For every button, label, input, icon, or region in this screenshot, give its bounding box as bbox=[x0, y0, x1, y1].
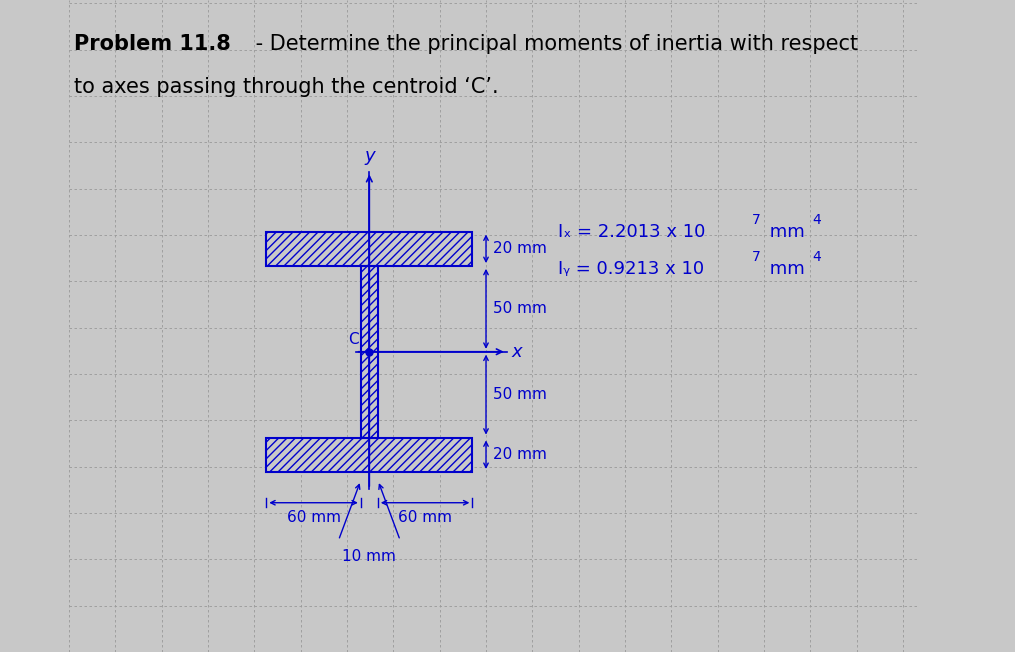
Text: y: y bbox=[364, 147, 375, 165]
Bar bbox=[360, 266, 378, 437]
Text: 4: 4 bbox=[812, 213, 821, 227]
Text: C: C bbox=[348, 332, 359, 347]
Text: 50 mm: 50 mm bbox=[493, 301, 547, 316]
Text: 60 mm: 60 mm bbox=[398, 510, 452, 525]
Text: 60 mm: 60 mm bbox=[286, 510, 341, 525]
Bar bbox=[266, 231, 472, 266]
Text: mm: mm bbox=[764, 260, 805, 278]
Text: - Determine the principal moments of inertia with respect: - Determine the principal moments of ine… bbox=[250, 35, 859, 54]
Text: to axes passing through the centroid ‘C’.: to axes passing through the centroid ‘C’… bbox=[74, 77, 498, 97]
Text: 20 mm: 20 mm bbox=[493, 241, 547, 256]
Text: Iᵧ = 0.9213 x 10: Iᵧ = 0.9213 x 10 bbox=[558, 260, 704, 278]
Text: 20 mm: 20 mm bbox=[493, 447, 547, 462]
Text: Problem 11.8: Problem 11.8 bbox=[74, 35, 231, 54]
Text: mm: mm bbox=[764, 222, 805, 241]
Text: x: x bbox=[512, 343, 523, 361]
Bar bbox=[266, 231, 472, 266]
Bar bbox=[266, 437, 472, 472]
Text: 4: 4 bbox=[812, 250, 821, 264]
Bar bbox=[266, 437, 472, 472]
Text: 10 mm: 10 mm bbox=[342, 549, 396, 564]
Bar bbox=[360, 266, 378, 437]
Bar bbox=[266, 231, 472, 266]
Text: 7: 7 bbox=[752, 250, 760, 264]
Bar bbox=[266, 437, 472, 472]
Text: Iₓ = 2.2013 x 10: Iₓ = 2.2013 x 10 bbox=[558, 222, 705, 241]
Bar bbox=[360, 266, 378, 437]
Text: 50 mm: 50 mm bbox=[493, 387, 547, 402]
Text: 7: 7 bbox=[752, 213, 760, 227]
